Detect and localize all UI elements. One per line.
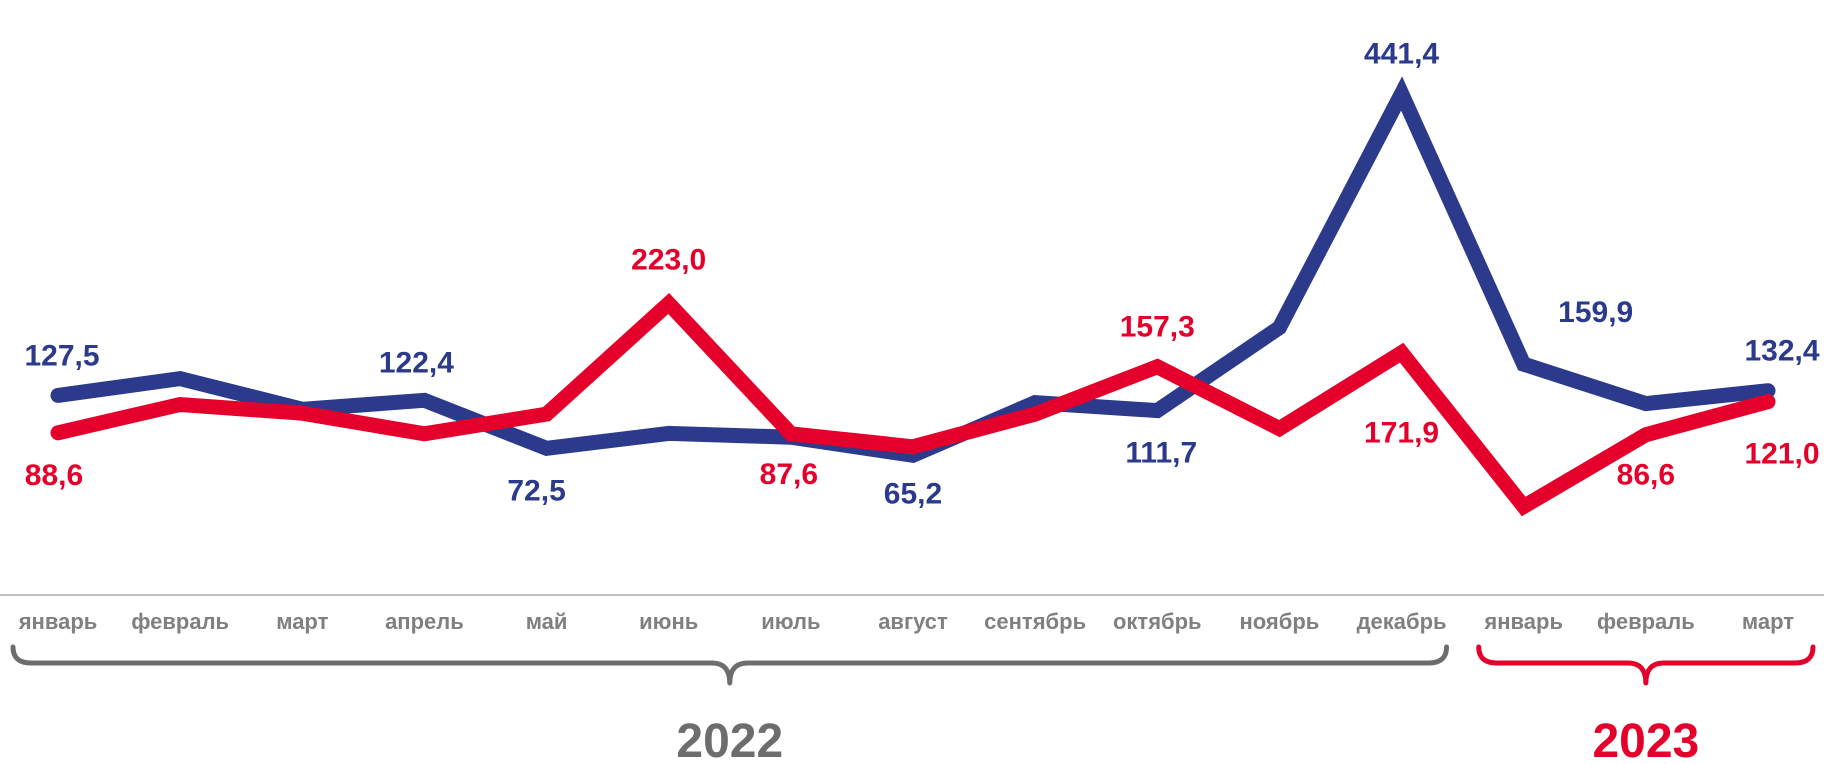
data-label: 122,4: [379, 346, 454, 379]
year-label-2023: 2023: [1592, 715, 1699, 764]
x-tick-label: май: [526, 609, 568, 634]
x-tick-label: август: [878, 609, 948, 634]
data-label: 65,2: [884, 477, 942, 510]
data-label: 157,3: [1120, 311, 1195, 344]
data-label: 223,0: [631, 244, 706, 277]
x-tick-label: ноябрь: [1240, 609, 1320, 634]
year-labels: 2022 2023: [676, 715, 1699, 764]
x-tick-label: декабрь: [1357, 609, 1447, 634]
x-tick-label: февраль: [1597, 609, 1695, 634]
year-braces: [10, 644, 1816, 686]
data-label: 171,9: [1364, 417, 1439, 450]
year-brace-2023: [1476, 644, 1816, 686]
x-tick-label: март: [276, 609, 328, 634]
series-line-1: [50, 76, 1776, 464]
data-label: 127,5: [24, 339, 99, 372]
series-lines: [50, 76, 1776, 517]
data-label: 86,6: [1617, 459, 1675, 492]
x-tick-label: июль: [761, 609, 820, 634]
x-tick-label: июнь: [639, 609, 698, 634]
data-label: 121,0: [1744, 438, 1819, 471]
x-tick-label: январь: [1483, 609, 1563, 634]
data-label: 87,6: [760, 458, 818, 491]
data-label: 132,4: [1744, 335, 1819, 368]
data-label: 111,7: [1125, 437, 1197, 470]
data-label: 72,5: [507, 474, 565, 507]
year-label-2022: 2022: [676, 715, 783, 764]
data-labels: 127,5 122,4 72,5 65,2 111,7 441,4 159,9 132,4 88…: [24, 38, 1819, 511]
x-tick-label: март: [1742, 609, 1794, 634]
x-tick-label: апрель: [385, 609, 464, 634]
x-tick-label: октябрь: [1113, 609, 1202, 634]
x-tick-label: январь: [18, 609, 98, 634]
data-label: 159,9: [1558, 296, 1633, 329]
x-tick-label: сентябрь: [984, 609, 1086, 634]
data-label: 441,4: [1364, 38, 1439, 71]
data-label: 88,6: [25, 459, 83, 492]
year-brace-2022: [10, 644, 1450, 686]
x-tick-label: февраль: [131, 609, 229, 634]
month-labels: январь февраль март апрель май июнь июль август…: [18, 609, 1795, 634]
series-line-2: [50, 292, 1776, 517]
